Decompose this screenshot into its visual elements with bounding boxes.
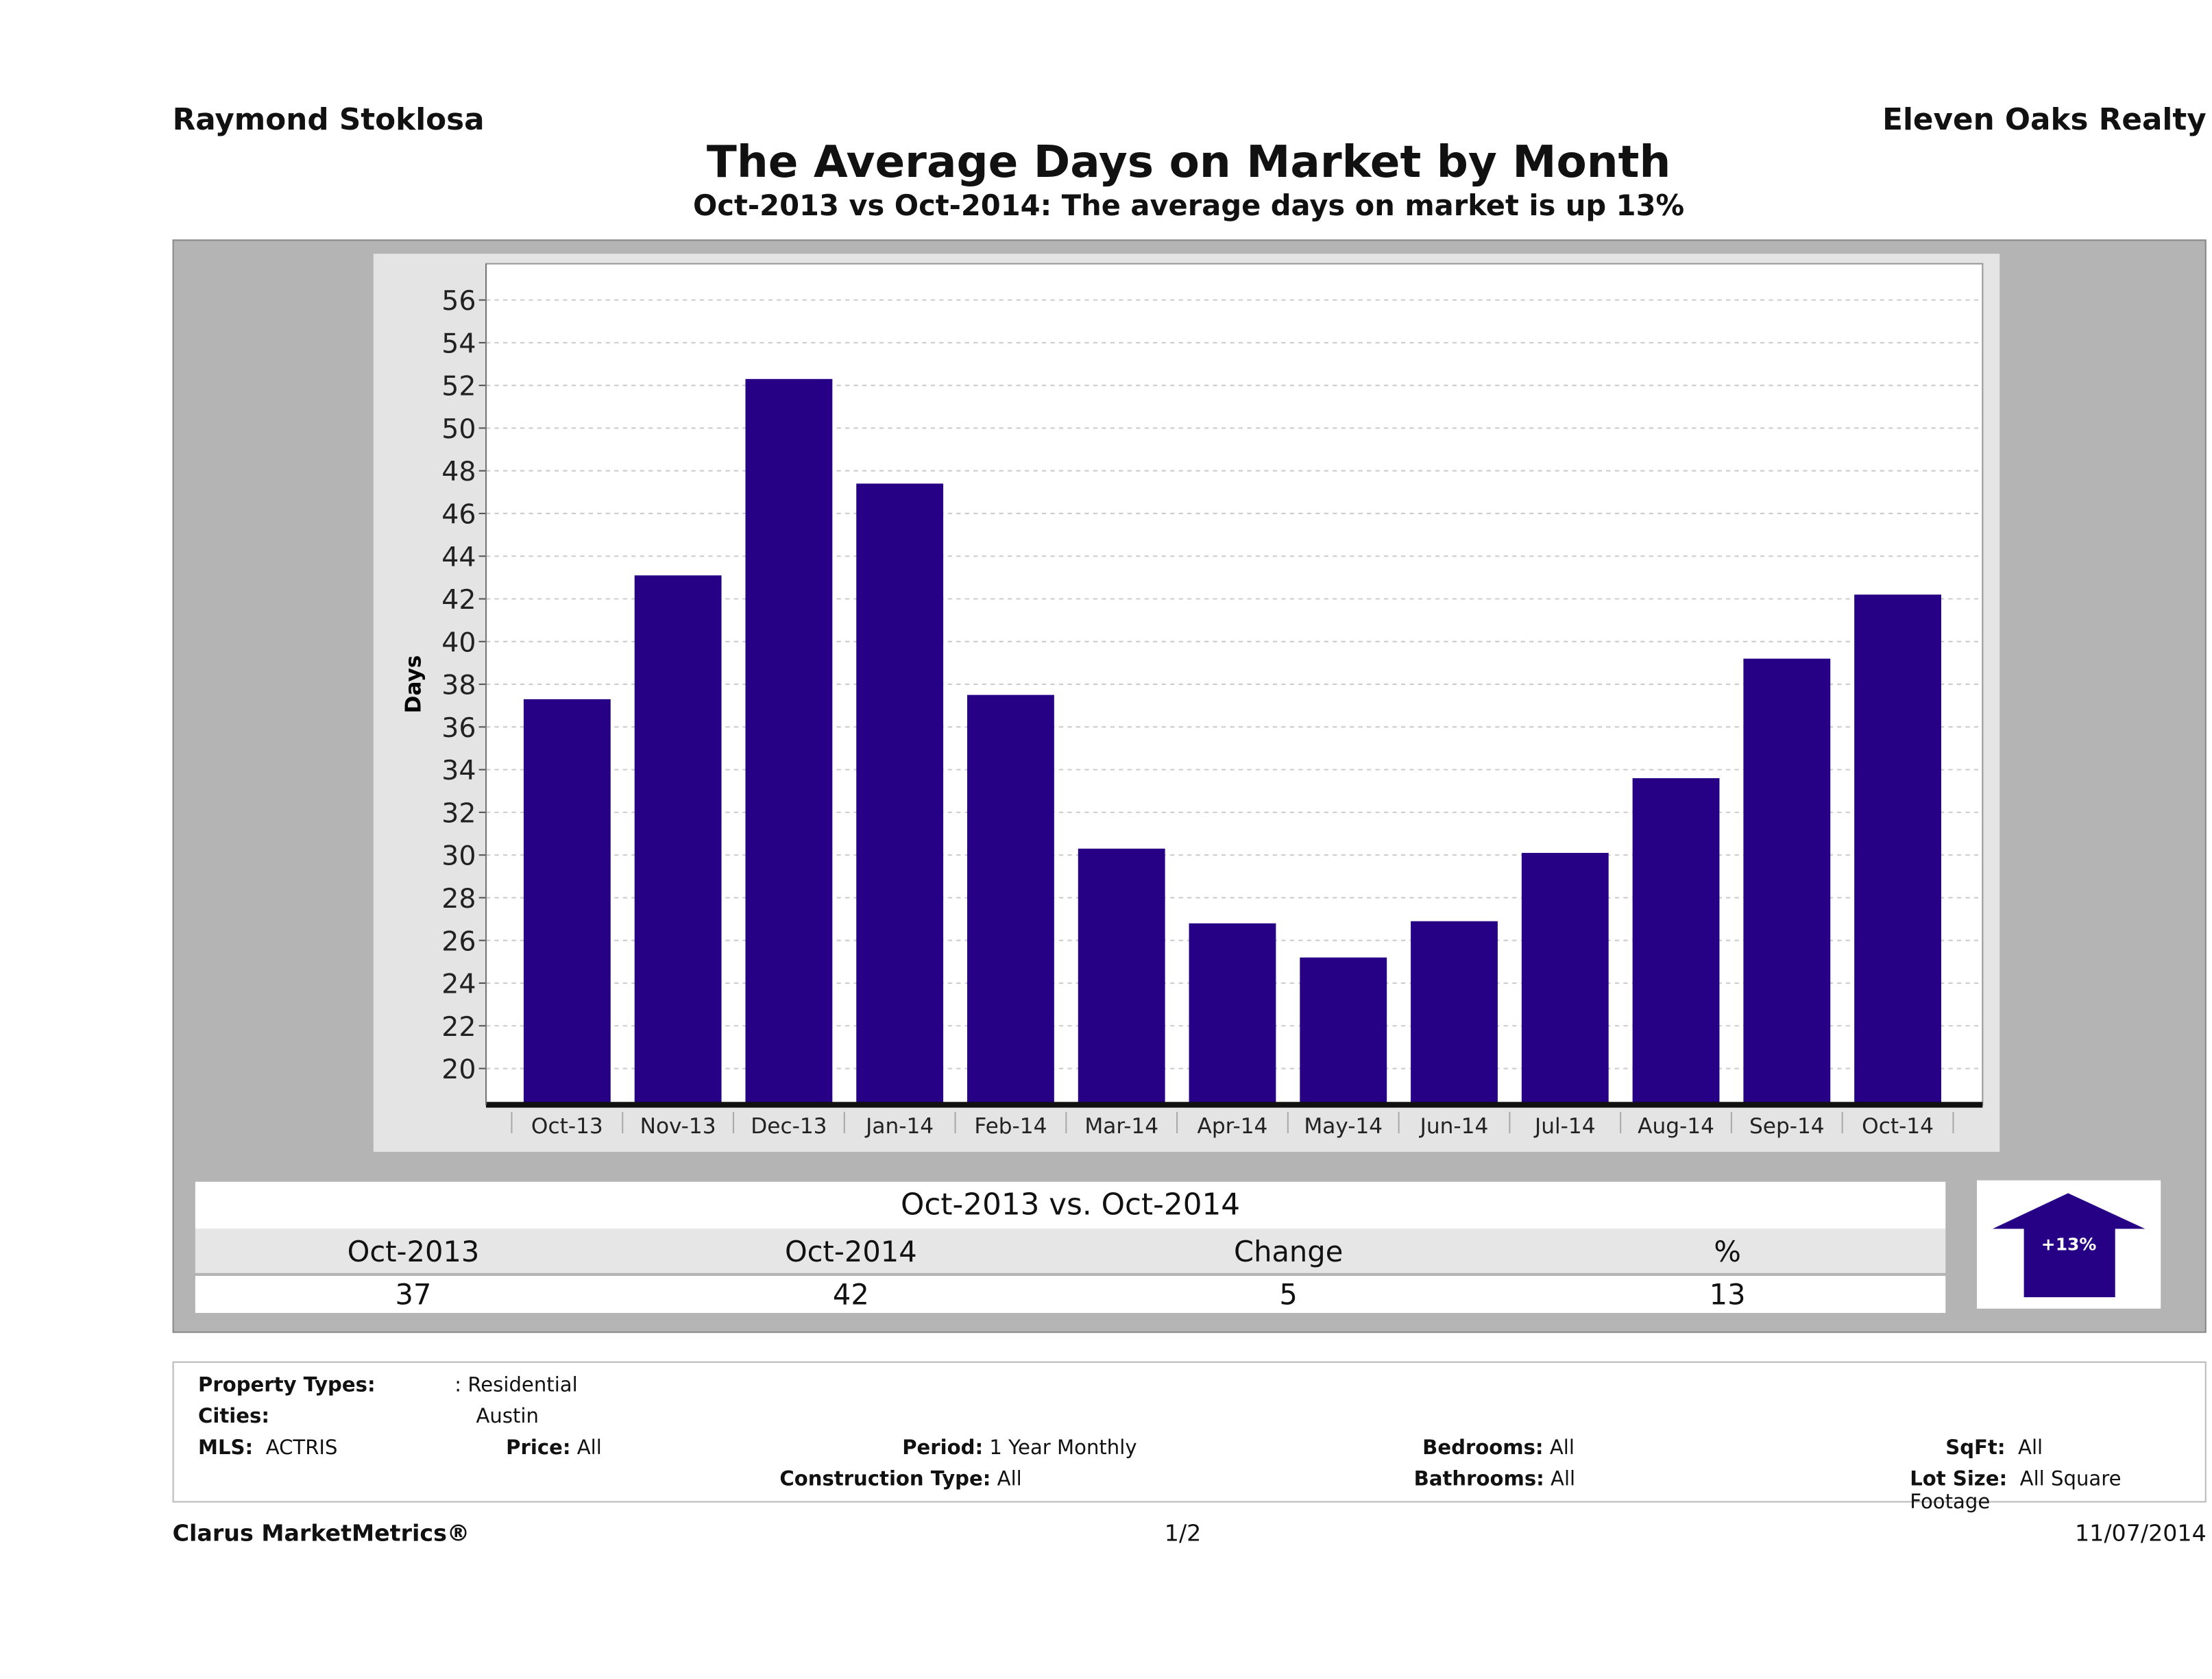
label: MLS: [198,1436,254,1460]
y-tick-label: 30 [441,841,476,872]
x-tick-label: Feb-14 [974,1114,1047,1139]
label: Period: [902,1436,984,1460]
bar-nov-13 [634,575,722,1105]
x-tick-label: Oct-14 [1862,1114,1934,1139]
col-header: Change [1234,1234,1344,1269]
y-tick-label: 22 [441,1011,476,1043]
comparison-value-row: 37 42 5 13 [195,1275,1946,1314]
page-subtitle: Oct-2013 vs Oct-2014: The average days o… [693,188,1685,223]
brokerage-name: Eleven Oaks Realty [1882,102,2207,137]
bar-chart: 20 22 24 26 28 30 32 34 36 38 40 42 44 46 48 50 52 54 56 Da… [401,263,1984,1139]
criteria-box: Property Types: : Residential Cities: Au… [172,1361,2207,1514]
value-change: 5 [1279,1277,1298,1312]
y-tick-label: 20 [441,1054,476,1085]
bar-feb-14 [967,694,1054,1105]
agent-name: Raymond Stoklosa [172,102,485,137]
lot-size-value: All Square Footage [1910,1468,2122,1514]
bar-aug-14 [1632,778,1720,1105]
bathrooms-value: All [1551,1468,1576,1491]
x-tick-label: Aug-14 [1638,1114,1714,1139]
x-tick-label: Jul-14 [1533,1114,1596,1139]
comparison-title: Oct-2013 vs. Oct-2014 [901,1187,1241,1222]
y-tick-label: 28 [441,883,476,915]
y-tick-label: 40 [441,627,476,658]
x-tick-label: Jan-14 [864,1114,934,1139]
col-header: % [1714,1234,1741,1269]
change-badge: +13% [1976,1180,2161,1309]
y-tick-label: 24 [441,969,476,1000]
x-tick-label: Dec-13 [751,1114,827,1139]
bar-oct-13 [523,699,611,1105]
bar-apr-14 [1189,923,1276,1105]
value-oct-2013: 37 [395,1277,432,1312]
y-tick-label: 48 [441,456,476,487]
chart-container: 20 22 24 26 28 30 32 34 36 38 40 42 44 46 48 50 52 54 56 Da… [373,254,2000,1152]
y-tick-label: 34 [441,755,476,786]
bar-jul-14 [1521,853,1609,1105]
construction-value: All [997,1468,1022,1491]
x-tick-label: Mar-14 [1084,1114,1158,1139]
y-tick-label: 38 [441,670,476,701]
page-title: The Average Days on Market by Month [706,136,1671,189]
y-tick-label: 50 [441,413,476,445]
label: Lot Size: [1910,1468,2008,1491]
label: Bathrooms: [1413,1468,1544,1491]
sqft-value: All [2018,1436,2043,1460]
label: SqFt: [1945,1436,2006,1460]
value-oct-2014: 42 [832,1277,869,1312]
value-percent: 13 [1709,1277,1746,1312]
bar-may-14 [1300,957,1387,1105]
y-tick-label: 52 [441,371,476,402]
cities-value: Austin [476,1405,539,1429]
arrow-up-icon [1992,1193,2146,1298]
x-tick-label: Apr-14 [1198,1114,1268,1139]
label: Cities: [198,1405,269,1429]
x-tick-label: Oct-13 [531,1114,603,1139]
col-header: Oct-2013 [347,1234,480,1269]
footer-brand: Clarus MarketMetrics® [172,1519,470,1547]
y-tick-label: 46 [441,499,476,531]
y-tick-label: 56 [441,285,476,317]
label: Construction Type: [779,1468,991,1491]
label: Property Types: [198,1374,376,1397]
y-tick-label: 54 [441,328,476,359]
comparison-title-row: Oct-2013 vs. Oct-2014 [195,1181,1946,1229]
y-tick-label: 32 [441,797,476,829]
badge-text: +13% [2041,1234,2097,1255]
page-number: 1/2 [1164,1519,1202,1547]
report-date: 11/07/2014 [2075,1519,2207,1547]
bar-jan-14 [856,483,944,1105]
y-tick-label: 36 [441,712,476,744]
label: Price: [506,1436,571,1460]
y-tick-label: 26 [441,926,476,957]
y-tick-label: 44 [441,542,476,573]
bar-sep-14 [1743,658,1831,1105]
y-axis-label: Days [401,655,426,714]
mls-value: ACTRIS [265,1436,338,1460]
bar-mar-14 [1078,848,1165,1105]
bar-jun-14 [1411,921,1498,1105]
bedrooms-value: All [1549,1436,1575,1460]
x-tick-label: Nov-13 [640,1114,716,1139]
x-tick-label: Jun-14 [1419,1114,1489,1139]
property-types-value: : Residential [454,1374,578,1397]
bar-dec-13 [745,378,833,1105]
bar-oct-14 [1854,594,1942,1105]
label: Bedrooms: [1422,1436,1544,1460]
x-tick-label: May-14 [1304,1114,1383,1139]
x-tick-label: Sep-14 [1749,1114,1825,1139]
period-value: 1 Year Monthly [989,1436,1137,1460]
price-value: All [576,1436,602,1460]
col-header: Oct-2014 [784,1234,917,1269]
y-tick-label: 42 [441,584,476,616]
comparison-header-row: Oct-2013 Oct-2014 Change % [195,1229,1946,1273]
